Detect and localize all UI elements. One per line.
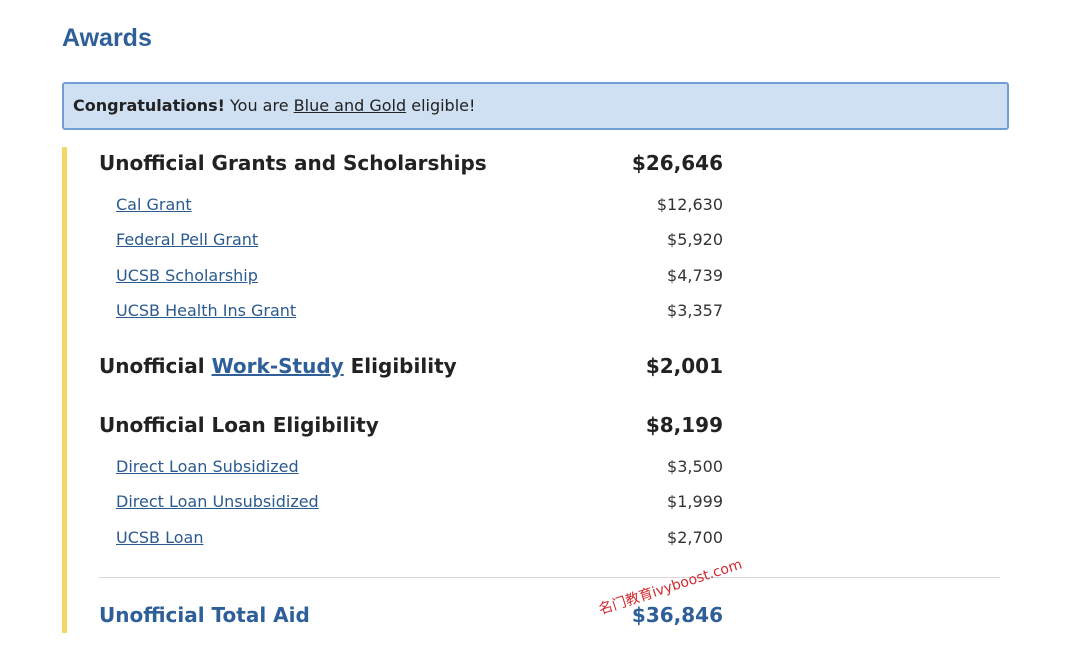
- page-title: Awards: [62, 24, 152, 52]
- item-amount: $2,700: [667, 527, 723, 547]
- section-label-text: Unofficial: [99, 354, 205, 378]
- item-amount: $3,357: [667, 300, 723, 320]
- item-link[interactable]: Direct Loan Subsidized: [116, 456, 299, 476]
- banner-text: eligible!: [411, 96, 476, 115]
- section-link[interactable]: Work-Study: [211, 354, 344, 378]
- item-row: Direct Loan Unsubsidized $1,999: [116, 486, 723, 516]
- section-label: Unofficial Work-Study Eligibility: [99, 354, 457, 378]
- section-label-text: Eligibility: [350, 354, 457, 378]
- item-row: Federal Pell Grant $5,920: [116, 224, 723, 254]
- banner-strong: Congratulations!: [73, 96, 225, 115]
- item-amount: $1,999: [667, 491, 723, 511]
- item-link[interactable]: Federal Pell Grant: [116, 229, 259, 249]
- item-link[interactable]: UCSB Loan: [116, 527, 204, 547]
- item-row: Direct Loan Subsidized $3,500: [116, 451, 723, 481]
- section-row: Unofficial Grants and Scholarships $26,64…: [99, 148, 723, 178]
- total-row: Unofficial Total Aid $36,846: [99, 600, 723, 630]
- divider: [99, 577, 1000, 578]
- section-amount: $2,001: [645, 354, 723, 378]
- total-amount: $36,846: [631, 603, 723, 627]
- section-amount: $26,646: [631, 151, 723, 175]
- item-amount: $12,630: [656, 194, 723, 214]
- item-amount: $4,739: [667, 265, 723, 285]
- item-link[interactable]: Cal Grant: [116, 194, 192, 214]
- item-link[interactable]: UCSB Health Ins Grant: [116, 300, 297, 320]
- section-label: Unofficial Loan Eligibility: [99, 413, 379, 437]
- eligibility-banner: Congratulations! You are Blue and Gold e…: [62, 82, 1009, 130]
- item-row: UCSB Loan $2,700: [116, 522, 723, 552]
- item-link[interactable]: Direct Loan Unsubsidized: [116, 491, 319, 511]
- banner-text: You are: [230, 96, 289, 115]
- item-row: Cal Grant $12,630: [116, 189, 723, 219]
- item-link[interactable]: UCSB Scholarship: [116, 265, 258, 285]
- item-row: UCSB Scholarship $4,739: [116, 260, 723, 290]
- section-amount: $8,199: [645, 413, 723, 437]
- banner-link[interactable]: Blue and Gold: [293, 96, 407, 115]
- section-label: Unofficial Grants and Scholarships: [99, 151, 487, 175]
- item-row: UCSB Health Ins Grant $3,357: [116, 295, 723, 325]
- item-amount: $5,920: [667, 229, 723, 249]
- section-row: Unofficial Loan Eligibility $8,199: [99, 410, 723, 440]
- item-amount: $3,500: [667, 456, 723, 476]
- total-label: Unofficial Total Aid: [99, 603, 310, 627]
- accent-bar: [62, 147, 67, 633]
- section-row: Unofficial Work-Study Eligibility $2,001: [99, 351, 723, 381]
